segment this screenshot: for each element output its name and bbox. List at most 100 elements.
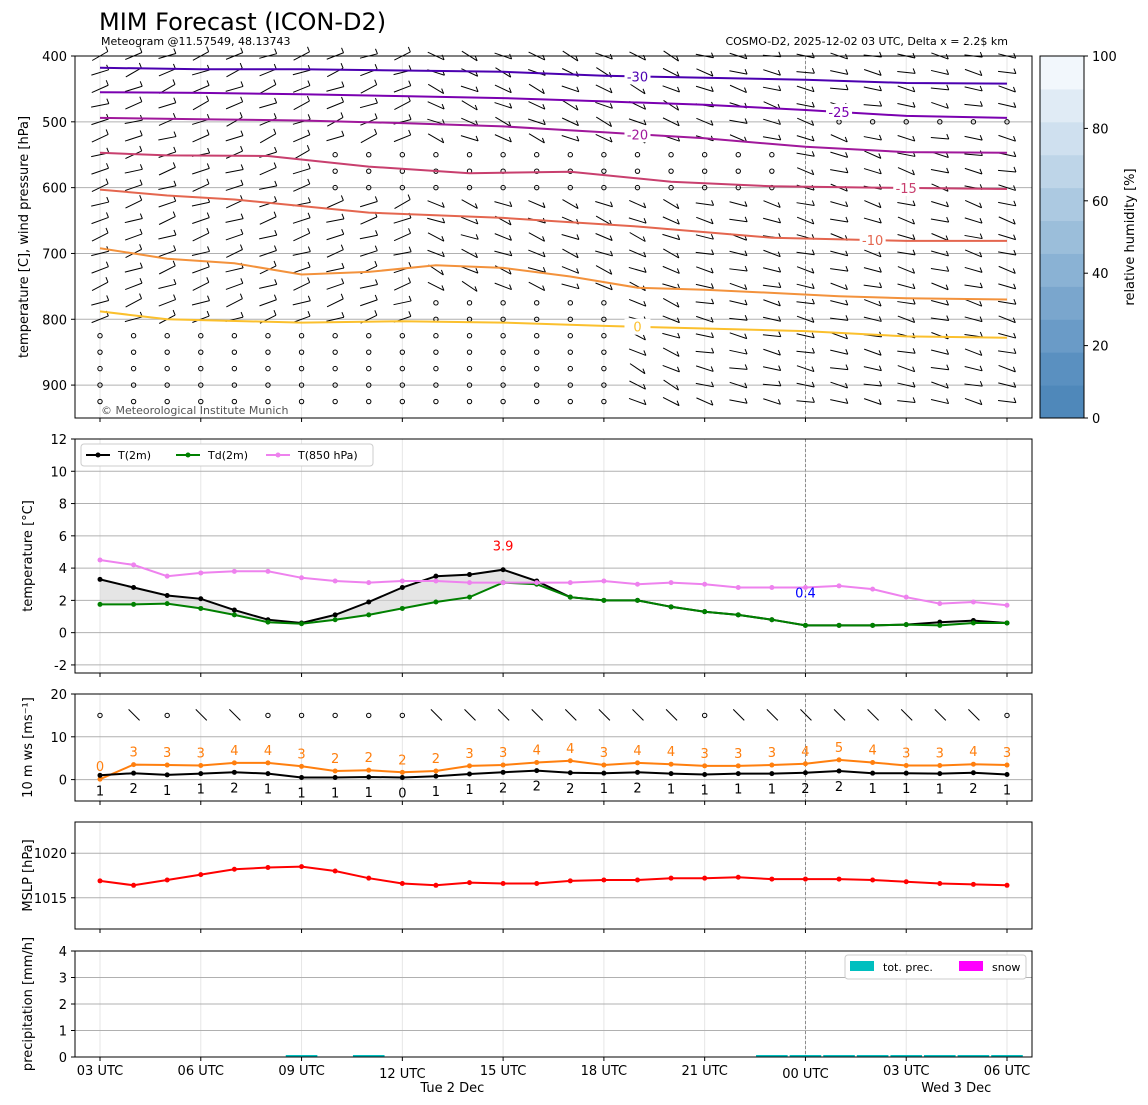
calm-wind-circle — [668, 152, 674, 158]
mean-value-label: 2 — [969, 782, 977, 797]
wind-barb — [830, 300, 848, 306]
series-point — [870, 877, 876, 883]
wind-barb — [494, 102, 512, 109]
wind-barb — [595, 200, 613, 208]
y-tick-label: 700 — [42, 247, 67, 262]
wind-barb-flag — [139, 194, 143, 201]
wind-barb-flag — [173, 97, 177, 103]
wind-barb — [360, 216, 378, 225]
series-point — [164, 877, 170, 883]
series-point — [668, 875, 674, 881]
wind-barb-flag — [206, 227, 210, 234]
wind-barb-flag — [710, 218, 714, 224]
wind-barb — [595, 233, 613, 241]
wind-barb-flag — [979, 267, 983, 273]
wind-barb — [796, 365, 815, 373]
y-tick-label: 600 — [42, 182, 67, 197]
wind-barb — [998, 102, 1016, 108]
series-line — [99, 769, 1008, 779]
wind-barb-flag — [676, 105, 680, 111]
wind-barb-flag — [139, 47, 143, 53]
series-point — [198, 570, 204, 576]
mean-value-label: 2 — [566, 782, 574, 797]
y-tick-label: -2 — [54, 659, 67, 674]
wind-barb-flag — [441, 202, 445, 208]
wind-barb-flag — [912, 218, 915, 225]
wind-barb — [91, 103, 109, 108]
calm-wind-circle — [601, 152, 607, 158]
wind-barb-flag — [542, 267, 546, 273]
wind-barb — [326, 282, 344, 290]
isotherm-line — [99, 66, 1008, 85]
calm-wind-circle — [433, 398, 439, 405]
wind-barb — [124, 168, 143, 174]
series-point — [903, 770, 909, 776]
wind-barb — [964, 249, 982, 258]
colorbar-tick-label: 80 — [1092, 122, 1109, 137]
wind-barb — [695, 365, 714, 372]
wind-barb-flag — [1013, 136, 1016, 142]
wind-barb — [830, 70, 848, 75]
wind-barb-flag — [307, 261, 311, 268]
wind-barb — [998, 283, 1016, 290]
mean-value-label: 2 — [533, 780, 541, 795]
wind-barb — [663, 100, 679, 111]
calm-wind-circle — [500, 300, 506, 306]
wind-barb-flag — [811, 68, 815, 74]
wind-barb — [91, 69, 109, 76]
wind-barb — [158, 216, 176, 225]
calm-wind-circle — [332, 168, 338, 174]
wind-barb — [766, 709, 779, 721]
gust-value-label: 4 — [566, 742, 574, 757]
wind-barb — [632, 709, 644, 721]
calm-wind-circle — [601, 184, 607, 191]
wind-barb — [191, 69, 210, 76]
wind-barb-flag — [778, 365, 782, 371]
calm-wind-circle — [231, 382, 238, 388]
wind-barb-flag — [744, 382, 748, 389]
wind-barb-flag — [945, 103, 949, 109]
precip-bar — [789, 1055, 822, 1057]
wind-barb — [696, 117, 714, 126]
colorbar-segment — [1040, 187, 1084, 222]
wind-barb-flag — [139, 130, 143, 136]
wind-barb — [968, 709, 980, 721]
wind-barb — [527, 118, 546, 126]
wind-barb-flag — [474, 203, 478, 209]
wind-barb — [292, 251, 311, 256]
wind-barb-flag — [778, 134, 782, 141]
wind-barb — [225, 267, 244, 273]
series-point — [601, 597, 607, 603]
mean-value-label: 1 — [667, 783, 675, 798]
calm-wind-circle — [164, 398, 170, 405]
calm-wind-circle — [231, 349, 238, 355]
wind-barb — [628, 298, 647, 307]
wind-barb — [930, 87, 949, 91]
wind-barb-flag — [475, 252, 478, 258]
wind-barb — [460, 266, 479, 274]
isotherm-label-bg — [859, 232, 886, 249]
wind-barb-flag — [206, 129, 210, 135]
wind-barb — [494, 201, 512, 208]
wind-barb — [528, 101, 546, 110]
calm-wind-circle — [265, 349, 271, 355]
series-point — [231, 612, 237, 618]
wind-barb — [964, 153, 983, 157]
gust-value-label: 3 — [129, 746, 137, 761]
wind-barb — [259, 283, 277, 289]
y-tick-label: 4 — [59, 562, 67, 577]
wind-barb-flag — [811, 86, 815, 92]
wind-barb — [998, 233, 1016, 241]
wind-barb — [293, 134, 311, 143]
wind-barb — [897, 251, 916, 256]
wind-barb-flag — [341, 229, 345, 235]
wind-barb-flag — [341, 213, 345, 220]
wind-barb — [125, 101, 143, 110]
series-point — [399, 584, 405, 590]
wind-barb — [393, 134, 411, 143]
wind-barb-flag — [274, 229, 278, 236]
wind-barb — [762, 284, 781, 288]
series-point — [735, 763, 741, 769]
wind-barb — [292, 69, 311, 76]
wind-barb-flag — [777, 251, 781, 257]
